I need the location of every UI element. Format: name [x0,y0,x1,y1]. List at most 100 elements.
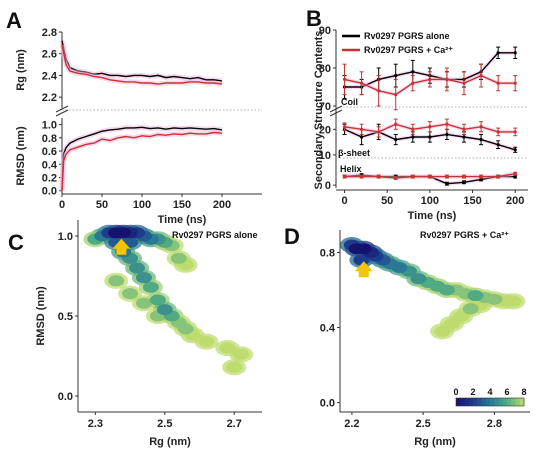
point-b-helix [479,177,483,182]
point-b-helix [445,174,449,179]
colorbar-segment [460,398,465,406]
xtick-c: 2.3 [88,418,103,430]
ytick-d: 0.4 [320,323,336,335]
ytick-a-rmsd: 1.0 [42,120,57,132]
xtick-d: 2.5 [415,418,430,430]
title-c: Rv0297 PGRS alone [172,230,258,240]
ytick-b-coil: 80 [319,63,331,75]
xtick-b: 100 [421,195,439,207]
colorbar-segment [481,398,487,406]
series-a-rmsd-1 [61,131,223,191]
heat-cell-c [115,227,132,239]
ytick-d: 0.8 [320,248,335,260]
colorbar-segment [473,398,478,406]
colorbar-segment [519,398,525,406]
title-d: Rv0297 PGRS + Ca²⁺ [420,230,509,240]
heat-cell-c [129,262,146,274]
point-b-coil [377,89,381,93]
heat-cell-d [486,293,503,305]
ytick-a-rmsd: 0.2 [42,172,57,184]
colorbar-segment [511,398,516,406]
point-b-coil [496,51,500,55]
ytick-b-sheet: 10 [319,150,331,162]
break-mark-b [329,105,343,117]
point-b-coil [342,77,347,81]
point-b-helix [360,174,364,179]
point-b-helix [513,172,517,176]
heat-cell-d [434,325,451,337]
heat-cell-c [149,294,166,306]
heat-cell-d [355,243,372,255]
panel-d: 0.0 0.4 0.8 2.2 2.5 2.8 Rg (nm) Rv0297 PGRS + C… [320,230,530,448]
heat-cell-d [443,318,460,330]
colorbar-segment [456,398,461,406]
colorbar-frame [455,397,525,407]
point-b-sheet [411,135,415,139]
point-b-sheet [479,137,483,142]
ytick-b-helix: 0 [325,180,331,192]
point-b-sheet [342,125,347,129]
ytick-b-sheet: 20 [319,124,331,136]
point-b-helix [462,180,466,184]
heat-cell-c [219,342,236,354]
point-b-coil [411,81,415,85]
point-b-sheet [496,143,500,147]
series-a-rmsd-0 [61,126,223,191]
xtick-b: 0 [341,195,347,207]
colorbar-tick: 0 [453,387,458,397]
xlabel-a: Time (ns) [158,214,207,226]
panel-a: 2.2 2.4 2.6 2.8 Rg (nm) 0.0 0.20.40.60.81.0 RMS… [15,27,262,226]
colorbar-segment [468,398,474,406]
ylabel-b: Secondary Structure Contents [313,31,325,190]
colorbar-segment [502,398,508,406]
xlabel-d: Rg (nm) [414,436,456,448]
point-b-sheet [445,132,449,137]
ytick-c: 0.0 [58,391,73,403]
xtick-b: 200 [506,195,524,207]
point-b-coil [513,51,517,55]
colorbar-tick: 2 [470,387,475,397]
annotation-sheet: β-sheet [338,148,370,158]
xtick-a: 100 [133,199,151,211]
point-b-sheet [513,130,517,134]
point-b-helix [462,174,466,179]
point-b-coil [394,74,398,78]
xtick-d: 2.2 [344,418,359,430]
heat-cell-c [198,336,215,348]
ylabel-c: RMSD (nm) [35,286,47,346]
point-b-coil [496,81,500,85]
panel-label-c: C [8,230,24,255]
point-b-coil [513,81,517,85]
point-b-helix [342,174,347,179]
panel-c: 0.0 0.5 1.0 2.3 2.5 2.7 Rg (nm) RMSD (nm) Rv0297… [35,220,262,448]
xtick-c: 2.7 [227,418,242,430]
point-b-sheet [428,125,432,129]
ytick-b-coil: 90 [319,25,331,37]
xtick-c: 2.5 [157,418,172,430]
xlabel-b: Time (ns) [408,210,457,222]
annotation-coil: Coil [341,97,358,107]
xtick-a: 50 [96,199,108,211]
xlabel-c: Rg (nm) [149,436,191,448]
heat-cell-d [453,310,470,322]
xtick-a: 200 [213,199,231,211]
heat-cell-d [505,295,522,307]
series-a-rg-1 [61,44,223,85]
point-b-sheet [360,127,364,131]
colorbar-segment [507,398,512,406]
panel-label-b: B [306,6,322,31]
heat-cell-d [353,254,370,266]
colorbar-segment [477,398,482,406]
colorbar-segment [494,398,499,406]
colorbar-tick: 8 [521,387,526,397]
break-mark-a [55,105,69,117]
point-b-helix [479,174,483,179]
heat-cell-c [135,272,152,284]
panel-label-d: D [284,224,300,249]
point-b-sheet [360,135,364,139]
xtick-d: 2.8 [487,418,502,430]
colorbar-segment [490,398,495,406]
ytick-c: 0.5 [58,311,73,323]
ylabel-a-rg: Rg (nm) [15,49,27,91]
